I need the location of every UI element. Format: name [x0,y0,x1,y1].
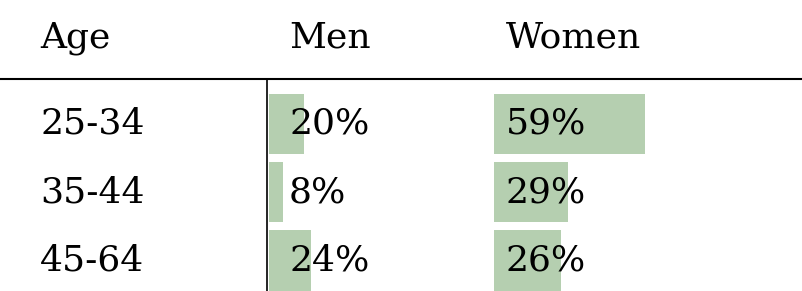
Bar [269,230,311,290]
Bar [493,230,560,290]
Text: 29%: 29% [505,175,585,209]
Text: Women: Women [505,21,640,55]
Bar [493,94,645,154]
Text: Age: Age [40,21,111,55]
Text: 24%: 24% [289,244,369,277]
Bar [269,162,283,222]
Text: 45-64: 45-64 [40,244,144,277]
Text: 35-44: 35-44 [40,175,144,209]
Text: 25-34: 25-34 [40,107,144,141]
Text: Men: Men [289,21,371,55]
Bar [269,94,304,154]
Text: 59%: 59% [505,107,585,141]
Bar [493,162,568,222]
Text: 20%: 20% [289,107,369,141]
Text: 8%: 8% [289,175,346,209]
Text: 26%: 26% [505,244,585,277]
